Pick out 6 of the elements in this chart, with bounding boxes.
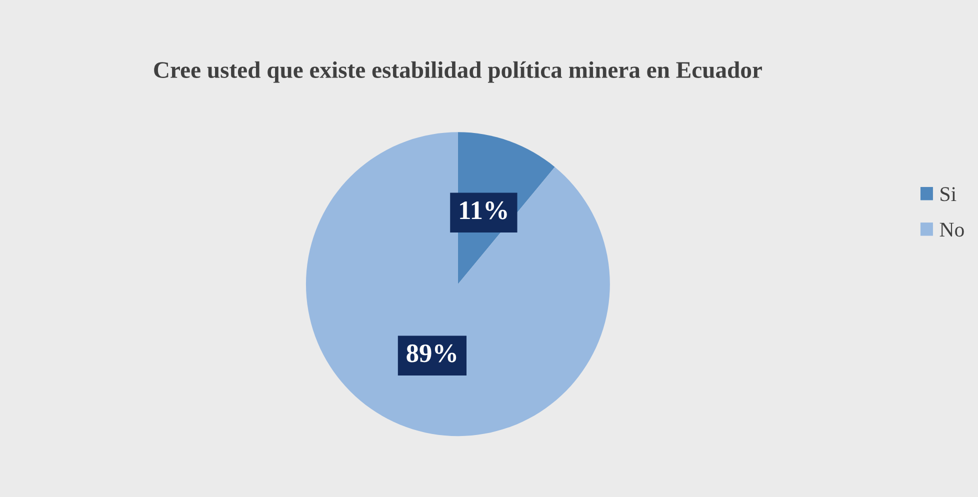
data-label: 11%	[460, 201, 507, 220]
legend-label: No	[940, 222, 964, 237]
data-label: 89%	[406, 344, 456, 362]
chart-title: Cree usted que existe estabilidad política minera en Ecuador	[154, 61, 762, 83]
legend-label: Si	[940, 187, 956, 202]
pie-slice	[306, 132, 610, 436]
